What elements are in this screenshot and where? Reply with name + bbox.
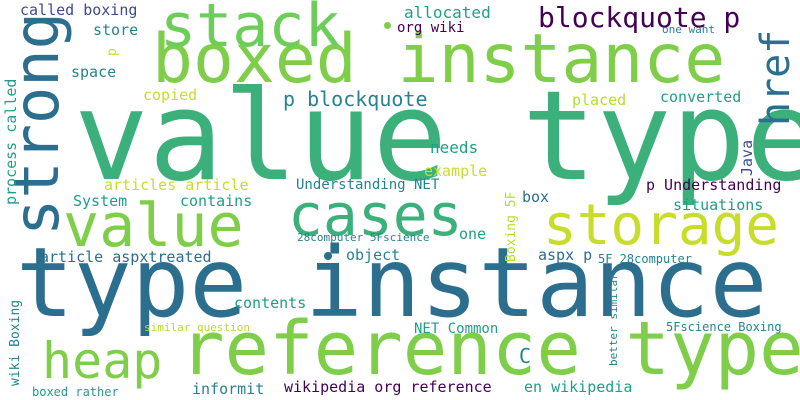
word-boxed-instance: boxed instance <box>152 20 726 99</box>
word-wikipedia-org-reference: wikipedia org reference <box>284 378 492 396</box>
word-28computer-5fscience: 28computer 5Fscience <box>297 231 430 244</box>
word-href: href <box>753 29 799 126</box>
word-en-wikipedia: en wikipedia <box>524 378 633 396</box>
word-boxed-rather: boxed rather <box>32 385 119 399</box>
word-one: one <box>459 225 487 243</box>
word-java: Java <box>738 139 756 176</box>
word-p-blockquote: p blockquote <box>283 87 428 111</box>
word-better-similar: better similar <box>607 273 620 366</box>
word-store: store <box>93 21 139 39</box>
word-boxing-5f: Boxing 5F <box>504 191 519 262</box>
word-contents: contents <box>234 294 307 312</box>
word-article-aspxtreated: article aspxtreated <box>40 248 212 266</box>
word-org-wiki: org wiki <box>397 20 465 36</box>
word-process-called: process called <box>2 78 20 205</box>
word-similar-question: similar question <box>144 321 250 334</box>
word-wiki-boxing: wiki Boxing <box>8 299 23 386</box>
word-stack: stack <box>160 0 341 61</box>
word-informit: informit <box>192 380 265 398</box>
word-called-boxing: called boxing <box>20 1 138 19</box>
word-one-want: one want <box>662 23 715 36</box>
word-converted: converted <box>660 88 742 106</box>
word-object: object <box>346 246 401 264</box>
word-example: example <box>424 162 488 180</box>
word-value: value <box>63 191 244 261</box>
dot-mark <box>384 22 391 29</box>
word-p-understanding: p Understanding <box>646 176 782 194</box>
word-system: System <box>73 192 128 210</box>
word-heap: heap <box>42 332 163 390</box>
dot-mark <box>324 252 332 260</box>
word-placed: placed <box>572 91 627 109</box>
word-understanding-net: Understanding NET <box>296 177 440 193</box>
word-articles-article: articles article <box>104 176 249 194</box>
word-c: C <box>519 344 532 368</box>
word-type-instance: type instance <box>16 227 768 339</box>
word-space: space <box>71 63 117 81</box>
word-value-type: value type <box>74 65 800 209</box>
word-box: box <box>522 188 550 206</box>
word-5f-28computer: 5F 28computer <box>598 252 692 266</box>
word-reference-type: reference type <box>180 306 800 392</box>
word-net-common: NET Common <box>414 321 499 337</box>
word-contains: contains <box>180 192 253 210</box>
word-blockquote-p: blockquote p <box>538 1 741 34</box>
word-needs: needs <box>430 138 479 157</box>
word-copied: copied <box>143 86 198 104</box>
word-cases: cases <box>288 181 463 249</box>
word-situations: situations <box>673 196 764 214</box>
word-p-small: p <box>105 48 120 56</box>
word-5fscience-boxing: 5Fscience Boxing <box>666 320 782 334</box>
word-storage: storage <box>543 193 780 258</box>
word-allocated: allocated <box>404 3 491 22</box>
word-aspx-p: aspx p <box>538 246 593 264</box>
